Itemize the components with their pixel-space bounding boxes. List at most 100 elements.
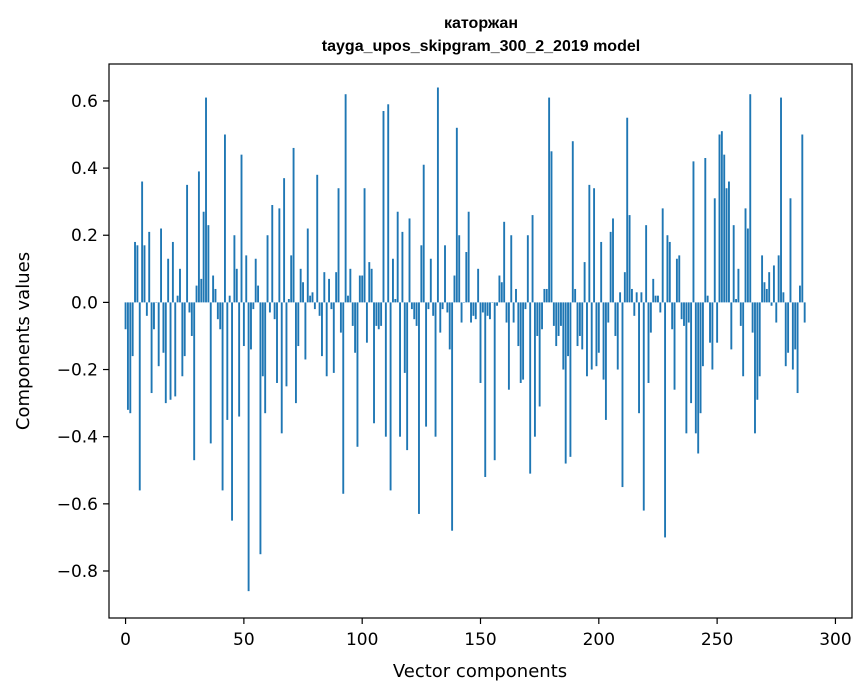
bar	[425, 302, 428, 427]
y-tick-label: −0.8	[57, 562, 98, 582]
bar	[257, 285, 260, 303]
bar	[803, 302, 806, 323]
bar	[408, 218, 411, 303]
bar	[519, 302, 522, 383]
bar	[725, 188, 728, 303]
bar	[515, 288, 517, 303]
bar	[273, 302, 276, 320]
bar	[652, 278, 655, 303]
bar	[699, 302, 702, 414]
bar	[444, 245, 446, 303]
bar	[498, 275, 501, 303]
bar	[690, 302, 693, 404]
bar	[337, 188, 340, 303]
bar	[680, 302, 683, 320]
bar	[176, 295, 179, 303]
x-tick-label: 200	[583, 630, 615, 650]
bar	[162, 302, 165, 353]
bar	[427, 302, 430, 310]
bar-series	[124, 87, 806, 592]
bar	[460, 302, 463, 323]
bar	[214, 288, 217, 303]
bar	[763, 282, 766, 303]
bar	[141, 181, 144, 303]
bar	[512, 302, 515, 323]
x-tick-label: 50	[233, 630, 255, 650]
bar	[671, 302, 674, 330]
bar	[756, 302, 759, 400]
bar	[361, 275, 364, 303]
bar	[486, 302, 489, 316]
bar	[167, 258, 170, 303]
bar	[375, 302, 378, 326]
bar	[283, 178, 286, 303]
bar	[321, 302, 323, 357]
bar	[134, 241, 136, 303]
bar	[413, 302, 416, 320]
bar	[775, 302, 778, 323]
bar	[706, 295, 709, 303]
bar	[772, 265, 775, 303]
bar	[380, 302, 383, 326]
bar	[609, 231, 612, 303]
bar	[732, 225, 735, 303]
bar	[517, 302, 520, 347]
bar	[481, 302, 484, 313]
bar	[216, 302, 219, 320]
y-tick-label: −0.2	[57, 361, 98, 381]
bar	[422, 164, 425, 303]
x-axis-label: Vector components	[393, 661, 567, 682]
bar	[720, 131, 723, 303]
bar	[604, 302, 607, 420]
bar	[264, 302, 267, 414]
bar	[382, 111, 385, 303]
bar	[252, 302, 255, 310]
bar	[342, 302, 345, 494]
y-axis-ticks: −0.8 −0.6 −0.4 −0.2 0.0 0.2 0.4 0.6	[57, 92, 109, 582]
bar	[171, 241, 174, 303]
bar	[188, 302, 191, 313]
bar	[543, 288, 546, 303]
bar	[183, 302, 186, 357]
y-tick-label: −0.6	[57, 495, 98, 515]
bar	[268, 302, 271, 313]
bar	[399, 302, 401, 437]
bar	[600, 241, 603, 303]
bar	[588, 184, 591, 303]
bar	[692, 161, 695, 303]
bar	[205, 97, 207, 303]
bar	[365, 302, 368, 343]
bar	[226, 302, 229, 420]
bar	[453, 275, 456, 303]
bar	[448, 302, 451, 350]
bar	[126, 302, 129, 410]
y-axis-label: Components values	[13, 252, 34, 430]
bar	[406, 302, 409, 451]
y-tick-label: 0.4	[71, 159, 98, 179]
bar	[240, 154, 243, 303]
bar	[259, 302, 262, 555]
bar	[569, 302, 572, 457]
bar	[503, 221, 506, 303]
bar	[316, 174, 319, 303]
bar	[446, 302, 449, 313]
bar	[434, 302, 437, 437]
bar	[472, 302, 475, 316]
bar	[564, 302, 567, 464]
x-tick-label: 250	[701, 630, 733, 650]
bar	[439, 302, 442, 333]
bar	[659, 302, 662, 313]
bar	[363, 188, 366, 303]
bar	[484, 302, 487, 477]
x-tick-label: 150	[464, 630, 496, 650]
bar	[754, 302, 756, 434]
bar	[716, 302, 719, 343]
bar	[451, 302, 454, 531]
bar	[420, 245, 423, 303]
bar	[477, 268, 480, 303]
bar	[581, 302, 584, 350]
bar	[645, 225, 648, 303]
bar	[751, 302, 754, 333]
bar	[458, 235, 461, 303]
